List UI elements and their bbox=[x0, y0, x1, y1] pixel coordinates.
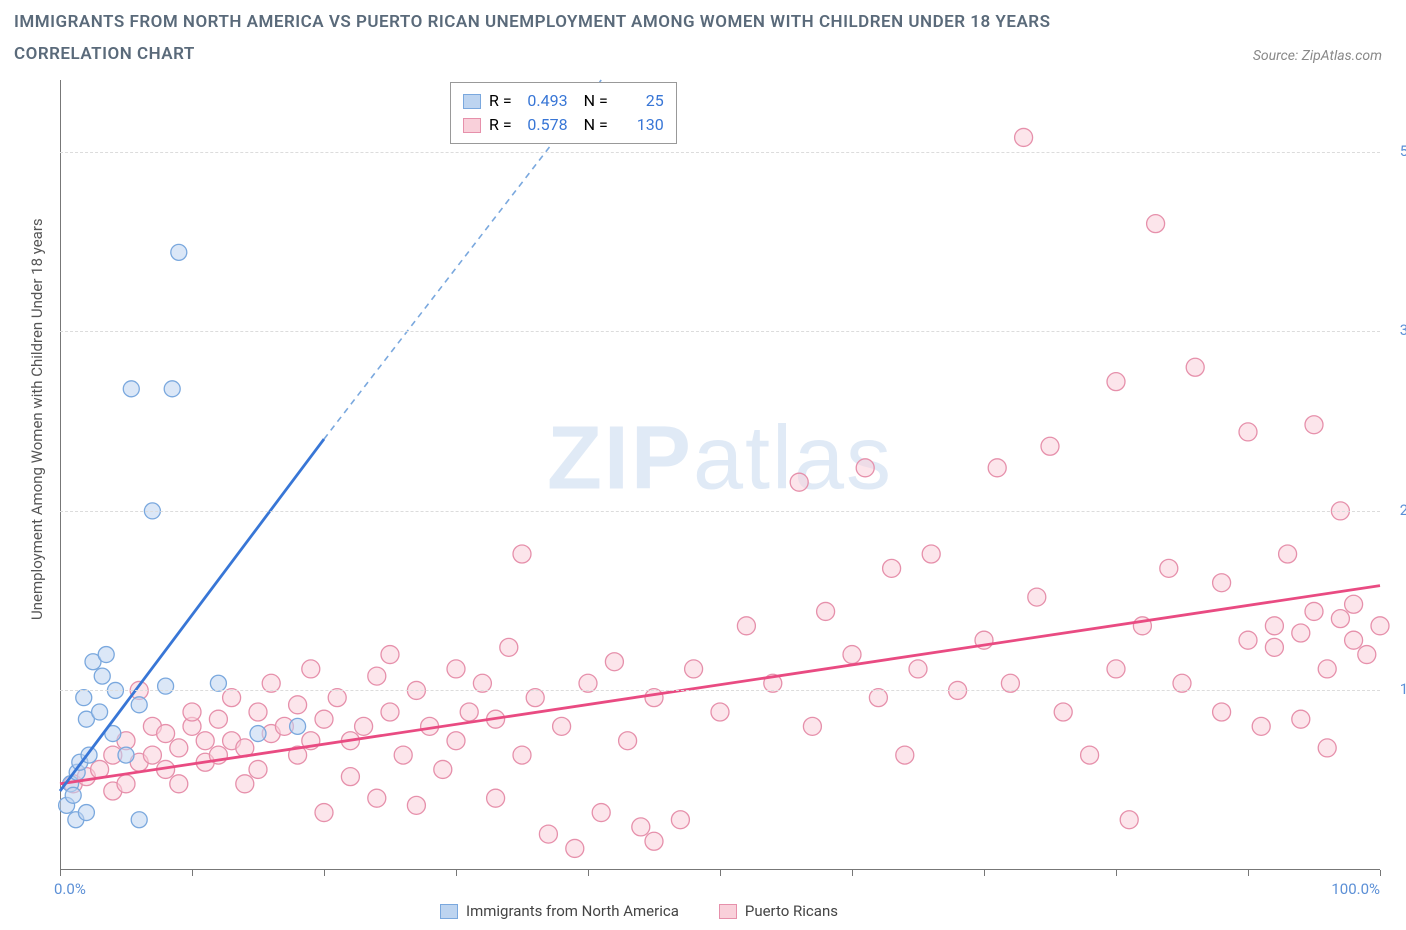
y-tick-label: 37.5% bbox=[1385, 321, 1406, 339]
x-tickmark bbox=[1380, 870, 1381, 876]
gridline bbox=[60, 331, 1380, 332]
x-tickmark bbox=[984, 870, 985, 876]
x-tickmark bbox=[1116, 870, 1117, 876]
x-tickmark bbox=[456, 870, 457, 876]
x-tickmark bbox=[1248, 870, 1249, 876]
x-tickmark bbox=[192, 870, 193, 876]
source-attribution: Source: ZipAtlas.com bbox=[1253, 48, 1382, 64]
x-tick-min: 0.0% bbox=[54, 880, 86, 898]
x-tickmark bbox=[852, 870, 853, 876]
correlation-stats-box: R = 0.493 N = 25 R = 0.578 N = 130 bbox=[450, 82, 677, 144]
x-tickmark bbox=[60, 870, 61, 876]
gridline bbox=[60, 690, 1380, 691]
title-line-1: IMMIGRANTS FROM NORTH AMERICA VS PUERTO … bbox=[14, 12, 1050, 32]
gridline bbox=[60, 152, 1380, 153]
stats-row-series2: R = 0.578 N = 130 bbox=[463, 113, 664, 137]
y-tick-label: 12.5% bbox=[1385, 680, 1406, 698]
swatch-series2 bbox=[463, 118, 481, 133]
legend-item-series2: Puerto Ricans bbox=[719, 902, 838, 920]
bottom-legend: Immigrants from North America Puerto Ric… bbox=[440, 902, 838, 920]
swatch-series1-icon bbox=[440, 904, 458, 919]
gridline bbox=[60, 511, 1380, 512]
x-tickmark bbox=[324, 870, 325, 876]
x-tickmark bbox=[588, 870, 589, 876]
stats-row-series1: R = 0.493 N = 25 bbox=[463, 89, 664, 113]
chart-area: ZIPatlas R = 0.493 N = 25 R = 0.578 N = … bbox=[60, 80, 1380, 870]
y-tick-label: 25.0% bbox=[1385, 501, 1406, 519]
title-line-2: CORRELATION CHART bbox=[14, 44, 195, 64]
scatter-plot bbox=[60, 80, 1380, 870]
x-tick-max: 100.0% bbox=[1331, 880, 1380, 898]
swatch-series2-icon bbox=[719, 904, 737, 919]
legend-item-series1: Immigrants from North America bbox=[440, 902, 679, 920]
x-tickmark bbox=[720, 870, 721, 876]
y-axis-label: Unemployment Among Women with Children U… bbox=[28, 218, 46, 620]
swatch-series1 bbox=[463, 94, 481, 109]
y-tick-label: 50.0% bbox=[1385, 142, 1406, 160]
